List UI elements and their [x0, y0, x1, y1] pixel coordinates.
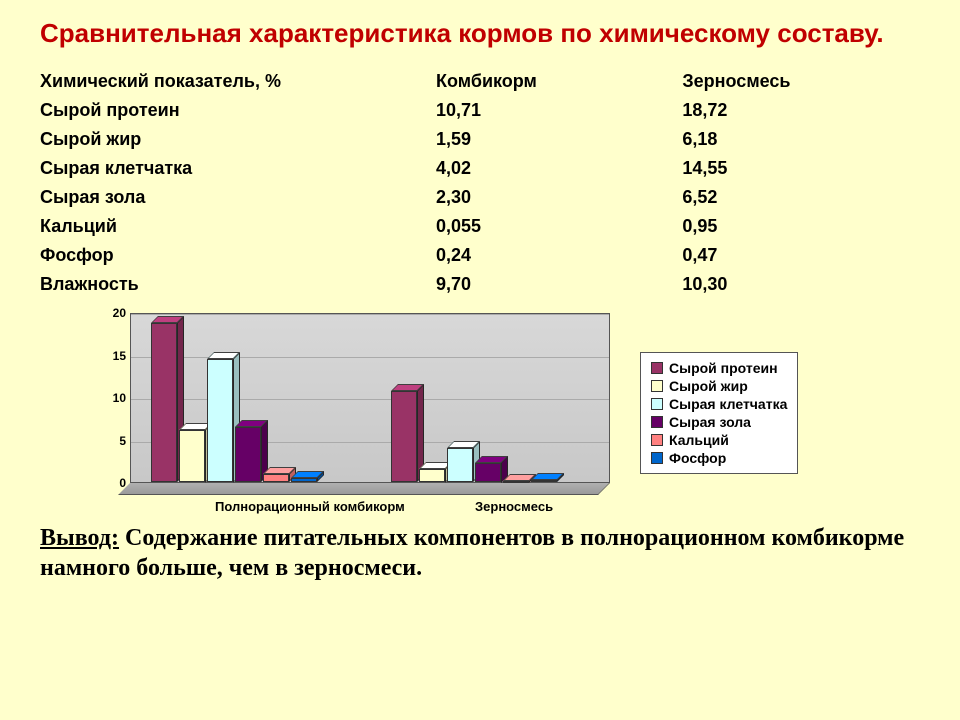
- table-cell: 1,59: [436, 125, 682, 154]
- bar: [419, 469, 445, 483]
- bar: [263, 474, 289, 482]
- table-cell: Сырая клетчатка: [40, 154, 436, 183]
- chart-floor: [118, 483, 610, 495]
- table-cell: 0,24: [436, 241, 682, 270]
- bar: [151, 323, 177, 482]
- table-row: Кальций0,0550,95: [40, 212, 920, 241]
- legend-item: Сырая зола: [651, 413, 787, 431]
- table-cell: 0,055: [436, 212, 682, 241]
- legend-swatch: [651, 452, 663, 464]
- table-cell: 18,72: [682, 96, 920, 125]
- bar: [207, 359, 233, 483]
- legend-item: Кальций: [651, 431, 787, 449]
- legend-label: Фосфор: [669, 450, 726, 466]
- page-title: Сравнительная характеристика кормов по х…: [40, 18, 920, 49]
- bar-group: [151, 323, 317, 482]
- legend-label: Кальций: [669, 432, 729, 448]
- table-header-row: Химический показатель, % Комбикорм Зерно…: [40, 67, 920, 96]
- table-row: Влажность9,7010,30: [40, 270, 920, 299]
- table-row: Сырой протеин10,7118,72: [40, 96, 920, 125]
- table-cell: 0,47: [682, 241, 920, 270]
- table-cell: 10,30: [682, 270, 920, 299]
- table-cell: 2,30: [436, 183, 682, 212]
- bar: [179, 430, 205, 483]
- table-cell: 0,95: [682, 212, 920, 241]
- conclusion: Вывод: Содержание питательных компоненто…: [40, 523, 920, 583]
- legend-swatch: [651, 416, 663, 428]
- legend-label: Сырой протеин: [669, 360, 778, 376]
- gridline: [131, 314, 609, 315]
- plot-area: [130, 313, 610, 483]
- table-cell: 6,52: [682, 183, 920, 212]
- table-cell: 4,02: [436, 154, 682, 183]
- table-cell: Влажность: [40, 270, 436, 299]
- legend-swatch: [651, 434, 663, 446]
- table-cell: 9,70: [436, 270, 682, 299]
- y-tick-label: 10: [113, 391, 126, 405]
- bar: [447, 448, 473, 482]
- table-row: Фосфор0,240,47: [40, 241, 920, 270]
- bar: [235, 427, 261, 482]
- table-cell: Сырой жир: [40, 125, 436, 154]
- legend-item: Фосфор: [651, 449, 787, 467]
- table-cell: 10,71: [436, 96, 682, 125]
- legend-label: Сырая зола: [669, 414, 751, 430]
- table-row: Сырая зола2,306,52: [40, 183, 920, 212]
- legend-swatch: [651, 380, 663, 392]
- y-tick-label: 15: [113, 349, 126, 363]
- col-header: Химический показатель, %: [40, 67, 436, 96]
- legend-label: Сырой жир: [669, 378, 748, 394]
- bar-group: [391, 391, 557, 482]
- legend-label: Сырая клетчатка: [669, 396, 787, 412]
- conclusion-lead: Вывод:: [40, 525, 119, 551]
- table-cell: 6,18: [682, 125, 920, 154]
- bar-chart: 05101520 Полнорационный комбикорм Зернос…: [100, 313, 620, 513]
- legend-item: Сырой жир: [651, 377, 787, 395]
- y-tick-label: 20: [113, 306, 126, 320]
- col-header: Комбикорм: [436, 67, 682, 96]
- table-cell: Фосфор: [40, 241, 436, 270]
- x-category-label: Зерносмесь: [475, 499, 553, 514]
- table-row: Сырая клетчатка4,0214,55: [40, 154, 920, 183]
- bar: [391, 391, 417, 482]
- legend-item: Сырая клетчатка: [651, 395, 787, 413]
- bar: [475, 463, 501, 483]
- y-tick-label: 5: [119, 434, 126, 448]
- data-table: Химический показатель, % Комбикорм Зерно…: [40, 67, 920, 299]
- legend-item: Сырой протеин: [651, 359, 787, 377]
- legend-swatch: [651, 398, 663, 410]
- table-cell: Сырой протеин: [40, 96, 436, 125]
- bar: [291, 478, 317, 482]
- y-axis: 05101520: [100, 313, 130, 483]
- table-cell: Кальций: [40, 212, 436, 241]
- table-row: Сырой жир1,596,18: [40, 125, 920, 154]
- chart-legend: Сырой протеин Сырой жир Сырая клетчатка Сыр…: [640, 352, 798, 474]
- col-header: Зерносмесь: [682, 67, 920, 96]
- x-category-label: Полнорационный комбикорм: [215, 499, 405, 514]
- table-cell: Сырая зола: [40, 183, 436, 212]
- bar: [531, 480, 557, 482]
- table-cell: 14,55: [682, 154, 920, 183]
- legend-swatch: [651, 362, 663, 374]
- conclusion-text: Содержание питательных компонентов в пол…: [40, 525, 904, 581]
